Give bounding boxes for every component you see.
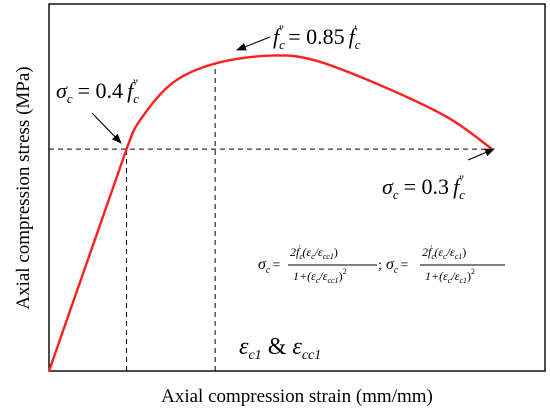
num2-a-sub: c <box>443 252 447 261</box>
falling-sub: c <box>393 187 399 202</box>
den2-sup: 2 <box>471 267 475 276</box>
peak-sub: c <box>279 37 285 52</box>
formula-right: σc = <box>386 256 408 276</box>
falling-rhs-sub: c <box>459 187 465 202</box>
strain-e1-sub: c1 <box>248 348 261 363</box>
rising-sub: c <box>67 91 73 106</box>
num2-b-sub: c1 <box>455 252 463 261</box>
den2-main: 1+(ε <box>425 269 448 283</box>
formula-right-sub: c <box>394 265 399 276</box>
strain-e1: ε <box>239 334 249 360</box>
num2-paren: (ε <box>434 245 443 259</box>
num1-a-sub: c <box>311 252 315 261</box>
peak-rhs-sub: c <box>355 37 361 52</box>
guide-lines <box>49 63 492 371</box>
formula-right-sigma: σ <box>386 256 395 273</box>
arrow-falling-annotation <box>467 148 495 161</box>
num1-sub: c <box>299 252 303 261</box>
rising-rhs: = 0.4 <box>78 78 123 103</box>
formula-eq: = <box>272 258 280 273</box>
peak-annotation: fc" = 0.85 fc' <box>273 22 361 52</box>
num1-b-sub: cc1 <box>323 252 334 261</box>
num1-paren: (ε <box>302 245 311 259</box>
rising-rhs-sub: c <box>133 91 139 106</box>
den1-a-sub: c <box>316 276 320 285</box>
rising-rhs-prime: " <box>133 76 138 91</box>
den1-close: ) <box>339 269 343 283</box>
den1-main: 1+(ε <box>293 269 316 283</box>
num1-2f: 2f <box>290 245 301 259</box>
peak-rhs-f: f <box>349 24 358 49</box>
den2-slash: /ε <box>450 269 459 283</box>
peak-prime: " <box>279 22 284 37</box>
falling-annotation: σc = 0.3 fc" <box>382 172 465 202</box>
formula-num1: 2fc' (εc/εcc1) <box>290 244 338 261</box>
peak-rhs: = 0.85 <box>288 24 344 49</box>
den1-sup: 2 <box>343 267 347 276</box>
num2-prime: ' <box>431 244 433 253</box>
x-axis-label: Axial compression strain (mm/mm) <box>161 386 433 407</box>
falling-lhs: σ <box>382 174 394 199</box>
formula-left-sigma: σ <box>258 256 267 273</box>
strain-annotation: εc1 & εcc1 <box>239 334 321 363</box>
rising-lhs: σ <box>56 78 68 103</box>
rising-rhs-f: f <box>127 78 136 103</box>
num2-close: ) <box>462 245 466 259</box>
den2-close: ) <box>467 269 471 283</box>
model-formula: σc = 2fc' (εc/εcc1) 1+(εc/εcc1)2 ; σc = 2fc… <box>258 244 505 285</box>
falling-rhs-prime: " <box>459 172 464 187</box>
formula-left: σc = <box>258 256 280 276</box>
formula-num2: 2fc' (εc/εc1) <box>422 244 466 261</box>
num1-prime: ' <box>299 244 301 253</box>
strain-e2: ε <box>292 334 302 360</box>
num2-sub: c <box>431 252 435 261</box>
strain-amp: & <box>268 334 287 360</box>
rising-annotation: σc = 0.4 fc" <box>56 76 139 106</box>
peak-rhs-prime: ' <box>355 22 357 37</box>
num1-close: ) <box>334 245 338 259</box>
den1-b-sub: cc1 <box>327 276 338 285</box>
stress-strain-curve-1 <box>47 54 493 372</box>
formula-den1: 1+(εc/εcc1)2 <box>293 267 347 285</box>
strain-e2-sub: cc1 <box>302 348 321 363</box>
y-axis-label: Axial compression stress (MPa) <box>13 66 34 309</box>
den2-a-sub: c <box>448 276 452 285</box>
arrow-peak-annotation <box>236 36 271 51</box>
peak-lhs: f <box>273 24 282 49</box>
formula-left-sub: c <box>266 265 271 276</box>
falling-rhs: = 0.3 <box>404 174 449 199</box>
num1-slash: /ε <box>314 245 323 259</box>
formula-eq2: = <box>400 258 408 273</box>
arrow-rising-annotation <box>91 112 122 144</box>
formula-den2: 1+(εc/εc1)2 <box>425 267 475 285</box>
formula-sep: ; <box>378 258 382 273</box>
plot-frame <box>48 3 546 372</box>
falling-rhs-f: f <box>453 174 462 199</box>
den1-slash: /ε <box>318 269 327 283</box>
curve-layer <box>47 54 493 372</box>
den2-b-sub: c1 <box>459 276 467 285</box>
num2-2f: 2f <box>422 245 433 259</box>
num2-slash: /ε <box>446 245 455 259</box>
